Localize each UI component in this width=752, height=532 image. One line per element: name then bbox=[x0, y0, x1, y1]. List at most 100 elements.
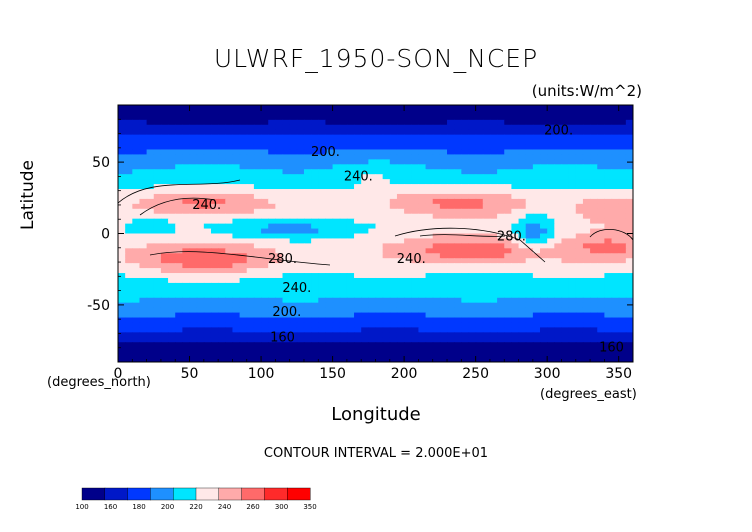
heatmap-cell bbox=[303, 169, 312, 175]
heatmap-cell bbox=[339, 347, 348, 353]
heatmap-cell bbox=[125, 282, 133, 289]
heatmap-cell bbox=[611, 253, 620, 259]
heatmap-cell bbox=[303, 347, 312, 353]
heatmap-cell bbox=[561, 243, 570, 249]
heatmap-cell bbox=[625, 134, 633, 141]
heatmap-cell bbox=[582, 149, 591, 156]
heatmap-cell bbox=[382, 263, 391, 269]
heatmap-cell bbox=[139, 223, 148, 230]
heatmap-cell bbox=[246, 292, 255, 299]
heatmap-cell bbox=[153, 292, 162, 299]
heatmap-cell bbox=[382, 238, 391, 244]
heatmap-cell bbox=[118, 124, 126, 131]
heatmap-cell bbox=[118, 144, 126, 151]
heatmap-cell bbox=[246, 154, 255, 160]
heatmap-cell bbox=[246, 228, 255, 235]
heatmap-cell bbox=[454, 119, 462, 126]
heatmap-cell bbox=[482, 352, 491, 358]
heatmap-cell bbox=[382, 243, 391, 249]
heatmap-cell bbox=[282, 312, 291, 319]
heatmap-cell bbox=[132, 317, 141, 324]
heatmap-cell bbox=[139, 268, 148, 274]
heatmap-cell bbox=[575, 134, 584, 141]
heatmap-cell bbox=[132, 332, 141, 338]
heatmap-cell bbox=[597, 248, 605, 254]
heatmap-cell bbox=[282, 144, 291, 151]
heatmap-cell bbox=[411, 317, 420, 324]
heatmap-cell bbox=[575, 317, 584, 324]
heatmap-cell bbox=[339, 129, 348, 136]
heatmap-cell bbox=[540, 124, 548, 131]
heatmap-cell bbox=[375, 114, 384, 121]
heatmap-cell bbox=[547, 169, 555, 175]
heatmap-cell bbox=[182, 287, 191, 294]
heatmap-cell bbox=[518, 258, 527, 264]
heatmap-cell bbox=[468, 139, 477, 146]
heatmap-cell bbox=[404, 268, 412, 274]
heatmap-cell bbox=[325, 263, 334, 269]
heatmap-cell bbox=[203, 129, 212, 136]
heatmap-cell bbox=[153, 337, 162, 343]
heatmap-cell bbox=[489, 193, 498, 200]
heatmap-cell bbox=[532, 312, 541, 319]
heatmap-cell bbox=[568, 218, 577, 225]
heatmap-cell bbox=[404, 287, 412, 294]
heatmap-cell bbox=[146, 248, 155, 254]
heatmap-cell bbox=[175, 357, 183, 362]
heatmap-cell bbox=[210, 149, 219, 156]
heatmap-cell bbox=[289, 258, 298, 264]
heatmap-cell bbox=[146, 322, 155, 328]
heatmap-cell bbox=[447, 154, 455, 160]
heatmap-cell bbox=[175, 169, 183, 175]
heatmap-cell bbox=[118, 307, 126, 314]
heatmap-cell bbox=[582, 164, 591, 170]
heatmap-cell bbox=[368, 189, 377, 195]
heatmap-cell bbox=[125, 154, 133, 160]
heatmap-cell bbox=[160, 238, 169, 244]
heatmap-cell bbox=[318, 337, 327, 343]
heatmap-cell bbox=[332, 312, 341, 319]
heatmap-cell bbox=[625, 179, 633, 185]
heatmap-cell bbox=[482, 312, 491, 319]
heatmap-cell bbox=[511, 105, 520, 111]
heatmap-cell bbox=[296, 248, 305, 254]
heatmap-cell bbox=[439, 174, 448, 180]
heatmap-cell bbox=[125, 233, 133, 240]
heatmap-cell bbox=[296, 258, 305, 264]
heatmap-cell bbox=[189, 203, 198, 210]
heatmap-cell bbox=[618, 312, 627, 319]
heatmap-cell bbox=[554, 203, 563, 210]
heatmap-cell bbox=[532, 277, 541, 284]
heatmap-cell bbox=[611, 233, 620, 240]
heatmap-cell bbox=[225, 248, 234, 254]
heatmap-cell bbox=[361, 297, 369, 304]
heatmap-cell bbox=[447, 312, 455, 319]
heatmap-cell bbox=[318, 243, 327, 249]
heatmap-cell bbox=[132, 105, 141, 111]
heatmap-cell bbox=[225, 169, 234, 175]
heatmap-cell bbox=[590, 174, 598, 180]
heatmap-cell bbox=[454, 322, 462, 328]
heatmap-cell bbox=[396, 119, 405, 126]
heatmap-cell bbox=[611, 134, 620, 141]
heatmap-cell bbox=[561, 282, 570, 289]
heatmap-cell bbox=[246, 322, 255, 328]
heatmap-cell bbox=[261, 159, 269, 165]
heatmap-cell bbox=[482, 292, 491, 299]
heatmap-cell bbox=[454, 292, 462, 299]
heatmap-cell bbox=[489, 268, 498, 274]
heatmap-cell bbox=[404, 189, 412, 195]
heatmap-cell bbox=[268, 307, 276, 314]
heatmap-cell bbox=[482, 124, 491, 131]
heatmap-cell bbox=[332, 238, 341, 244]
heatmap-cell bbox=[239, 109, 248, 116]
heatmap-cell bbox=[561, 218, 570, 225]
heatmap-cell bbox=[210, 223, 219, 230]
heatmap-cell bbox=[597, 139, 605, 146]
heatmap-cell bbox=[118, 213, 126, 220]
heatmap-cell bbox=[225, 357, 234, 362]
heatmap-cell bbox=[368, 144, 377, 151]
heatmap-cell bbox=[597, 317, 605, 324]
heatmap-cell bbox=[203, 273, 212, 279]
heatmap-cell bbox=[382, 282, 391, 289]
